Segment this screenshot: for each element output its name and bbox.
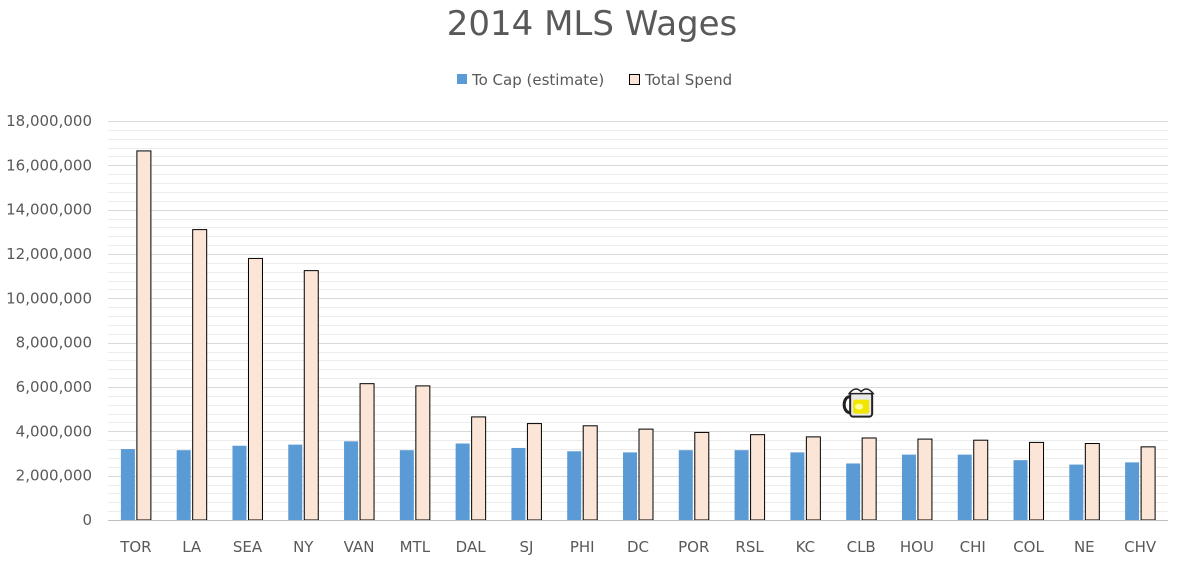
x-tick-label: TOR [119, 538, 151, 556]
bar-total-spend-por [694, 431, 710, 521]
x-tick-label: HOU [900, 538, 934, 556]
legend-swatch-to-cap [457, 74, 467, 84]
x-tick-label: DAL [456, 538, 487, 556]
bar-to-cap-por [678, 450, 693, 520]
bar-to-cap-chv [1125, 462, 1140, 520]
bar-total-spend-kc [805, 436, 821, 521]
bar-to-cap-la [176, 450, 191, 520]
y-tick-label: 14,000,000 [6, 201, 92, 219]
x-axis: TOR LA SEA NY VAN MTL DAL SJ PHI DC POR RSL KC CLB HOU… [108, 520, 1168, 556]
bar-total-spend-rsl [750, 434, 766, 521]
y-tick-label: 12,000,000 [6, 245, 92, 263]
bars [120, 150, 1156, 521]
bar-total-spend-dc [638, 428, 654, 521]
bar-total-spend-dal [471, 416, 487, 521]
x-tick-label: CHI [960, 538, 986, 556]
x-tick-label: KC [796, 538, 816, 556]
bar-to-cap-clb [846, 463, 861, 520]
bar-to-cap-sea [232, 445, 247, 520]
bar-to-cap-dc [623, 452, 637, 520]
chart-title: 2014 MLS Wages [447, 4, 738, 44]
x-tick-label: SJ [519, 538, 533, 556]
legend-label-total-spend: Total Spend [644, 71, 732, 89]
bar-to-cap-tor [120, 449, 135, 520]
legend-swatch-total-spend [629, 74, 640, 85]
x-tick-label: CLB [847, 538, 876, 556]
bar-to-cap-phi [567, 451, 582, 520]
bar-to-cap-ne [1069, 464, 1084, 520]
bar-to-cap-rsl [734, 450, 749, 520]
bar-total-spend-chi [973, 439, 989, 521]
x-tick-label: COL [1013, 538, 1044, 556]
bar-to-cap-hou [901, 454, 916, 520]
bar-total-spend-sea [247, 257, 263, 521]
bar-total-spend-ny [303, 270, 319, 521]
bar-to-cap-sj [511, 447, 526, 520]
legend-item-total-spend: Total Spend [629, 71, 732, 89]
bar-total-spend-chv [1140, 446, 1156, 521]
bar-total-spend-hou [917, 438, 933, 521]
legend: To Cap (estimate) Total Spend [457, 71, 732, 89]
legend-item-to-cap: To Cap (estimate) [457, 71, 604, 89]
bar-total-spend-sj [526, 423, 542, 521]
y-tick-label: 4,000,000 [16, 422, 92, 440]
bar-total-spend-mtl [415, 385, 431, 521]
x-tick-label: VAN [344, 538, 375, 556]
y-axis: 0 2,000,000 4,000,000 6,000,000 8,000,000 10,… [6, 112, 92, 529]
bar-to-cap-col [1013, 460, 1028, 520]
x-tick-label: POR [678, 538, 709, 556]
bar-total-spend-ne [1084, 443, 1100, 521]
bar-to-cap-ny [288, 444, 303, 520]
bar-total-spend-la [192, 229, 208, 521]
y-tick-label: 2,000,000 [16, 467, 92, 485]
y-tick-label: 16,000,000 [6, 156, 92, 174]
x-tick-label: CHV [1124, 538, 1157, 556]
y-tick-label: 18,000,000 [6, 112, 92, 130]
x-tick-label: SEA [233, 538, 263, 556]
bar-total-spend-col [1029, 441, 1045, 521]
y-tick-label: 0 [82, 511, 92, 529]
x-tick-label: DC [627, 538, 649, 556]
y-tick-label: 8,000,000 [16, 334, 92, 352]
bar-to-cap-mtl [399, 450, 414, 520]
bar-total-spend-clb [861, 437, 877, 521]
x-tick-label: LA [182, 538, 202, 556]
beer-mug-icon [842, 388, 875, 418]
x-tick-label: PHI [570, 538, 595, 556]
bar-to-cap-chi [957, 454, 972, 520]
bar-to-cap-van [344, 441, 359, 520]
bar-total-spend-phi [582, 425, 598, 521]
bar-total-spend-tor [136, 150, 152, 521]
bar-to-cap-kc [790, 452, 805, 520]
y-tick-label: 10,000,000 [6, 289, 92, 307]
y-tick-label: 6,000,000 [16, 378, 92, 396]
bar-total-spend-van [359, 383, 375, 521]
x-tick-label: RSL [735, 538, 764, 556]
bar-to-cap-dal [455, 443, 470, 520]
legend-label-to-cap: To Cap (estimate) [471, 71, 604, 89]
grid-lines [108, 121, 1168, 512]
x-tick-label: NY [293, 538, 314, 556]
x-tick-label: NE [1074, 538, 1095, 556]
x-tick-label: MTL [400, 538, 431, 556]
